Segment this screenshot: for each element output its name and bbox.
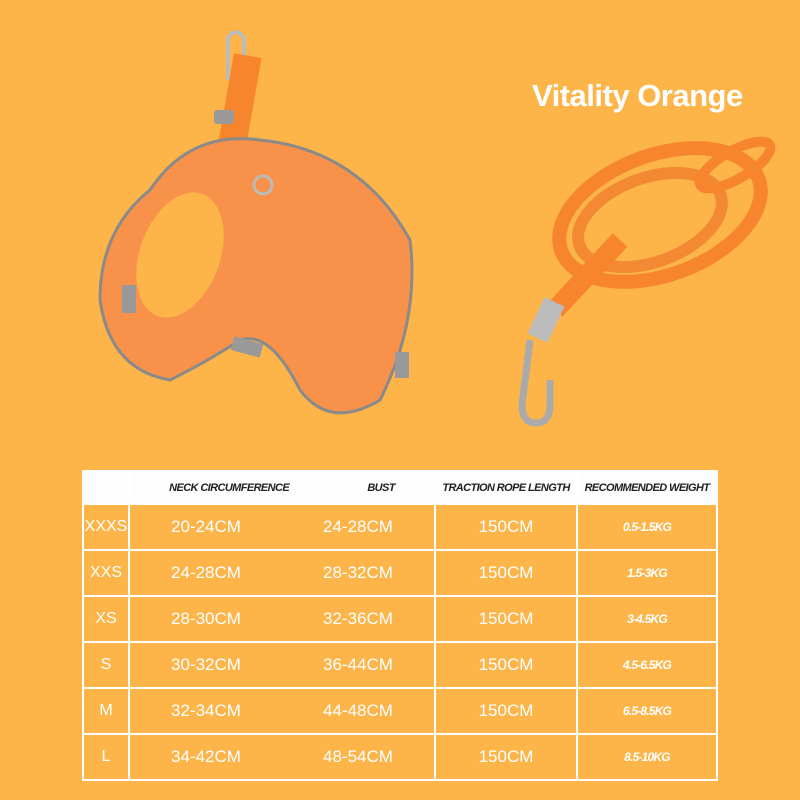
- bust-cell: 48-54CM: [282, 733, 436, 781]
- weight-cell: 6.5-8.5KG: [576, 687, 718, 735]
- bust-cell: 32-36CM: [282, 595, 436, 643]
- rope-cell: 150CM: [434, 687, 578, 735]
- rope-cell: 150CM: [434, 641, 578, 689]
- neck-cell: 32-34CM: [128, 687, 282, 735]
- weight-cell: 4.5-6.5KG: [576, 641, 718, 689]
- product-illustration: [98, 30, 776, 427]
- header-size: [82, 470, 130, 505]
- rope-cell: 150CM: [434, 549, 578, 597]
- weight-cell: 0.5-1.5KG: [576, 503, 718, 551]
- size-cell: XXXS: [82, 503, 130, 551]
- neck-cell: 34-42CM: [128, 733, 282, 781]
- harness-image: [98, 30, 414, 415]
- size-cell: XS: [82, 595, 130, 643]
- bust-cell: 44-48CM: [282, 687, 436, 735]
- neck-cell: 24-28CM: [128, 549, 282, 597]
- table-row: XXS 24-28CM 28-32CM 150CM 1.5-3KG: [82, 549, 718, 597]
- weight-cell: 1.5-3KG: [576, 549, 718, 597]
- size-cell: XXS: [82, 549, 130, 597]
- neck-cell: 30-32CM: [128, 641, 282, 689]
- weight-cell: 8.5-10KG: [576, 733, 718, 781]
- table-row: M 32-34CM 44-48CM 150CM 6.5-8.5KG: [82, 687, 718, 735]
- table-row: L 34-42CM 48-54CM 150CM 8.5-10KG: [82, 733, 718, 781]
- product-color-title: Vitality Orange: [532, 78, 743, 113]
- bust-cell: 36-44CM: [282, 641, 436, 689]
- size-cell: L: [82, 733, 130, 781]
- header-neck-bust: NECK CIRCUMFERENCE BUST: [128, 470, 436, 505]
- neck-cell: 28-30CM: [128, 595, 282, 643]
- rope-cell: 150CM: [434, 503, 578, 551]
- header-weight: RECOMMENDED WEIGHT: [576, 470, 718, 505]
- rope-cell: 150CM: [434, 733, 578, 781]
- bust-cell: 28-32CM: [282, 549, 436, 597]
- size-chart-table: NECK CIRCUMFERENCE BUST TRACTION ROPE LEN…: [82, 470, 718, 781]
- size-cell: S: [82, 641, 130, 689]
- size-cell: M: [82, 687, 130, 735]
- neck-cell: 20-24CM: [128, 503, 282, 551]
- bust-cell: 24-28CM: [282, 503, 436, 551]
- weight-cell: 3-4.5KG: [576, 595, 718, 643]
- header-neck: NECK CIRCUMFERENCE: [169, 481, 290, 494]
- table-row: XXXS 20-24CM 24-28CM 150CM 0.5-1.5KG: [82, 503, 718, 551]
- table-row: XS 28-30CM 32-36CM 150CM 3-4.5KG: [82, 595, 718, 643]
- table-row: S 30-32CM 36-44CM 150CM 4.5-6.5KG: [82, 641, 718, 689]
- rope-cell: 150CM: [434, 595, 578, 643]
- header-bust: BUST: [367, 481, 395, 494]
- leash-image: [518, 136, 776, 427]
- header-rope: TRACTION ROPE LENGTH: [434, 470, 578, 505]
- table-header-row: NECK CIRCUMFERENCE BUST TRACTION ROPE LEN…: [82, 470, 718, 505]
